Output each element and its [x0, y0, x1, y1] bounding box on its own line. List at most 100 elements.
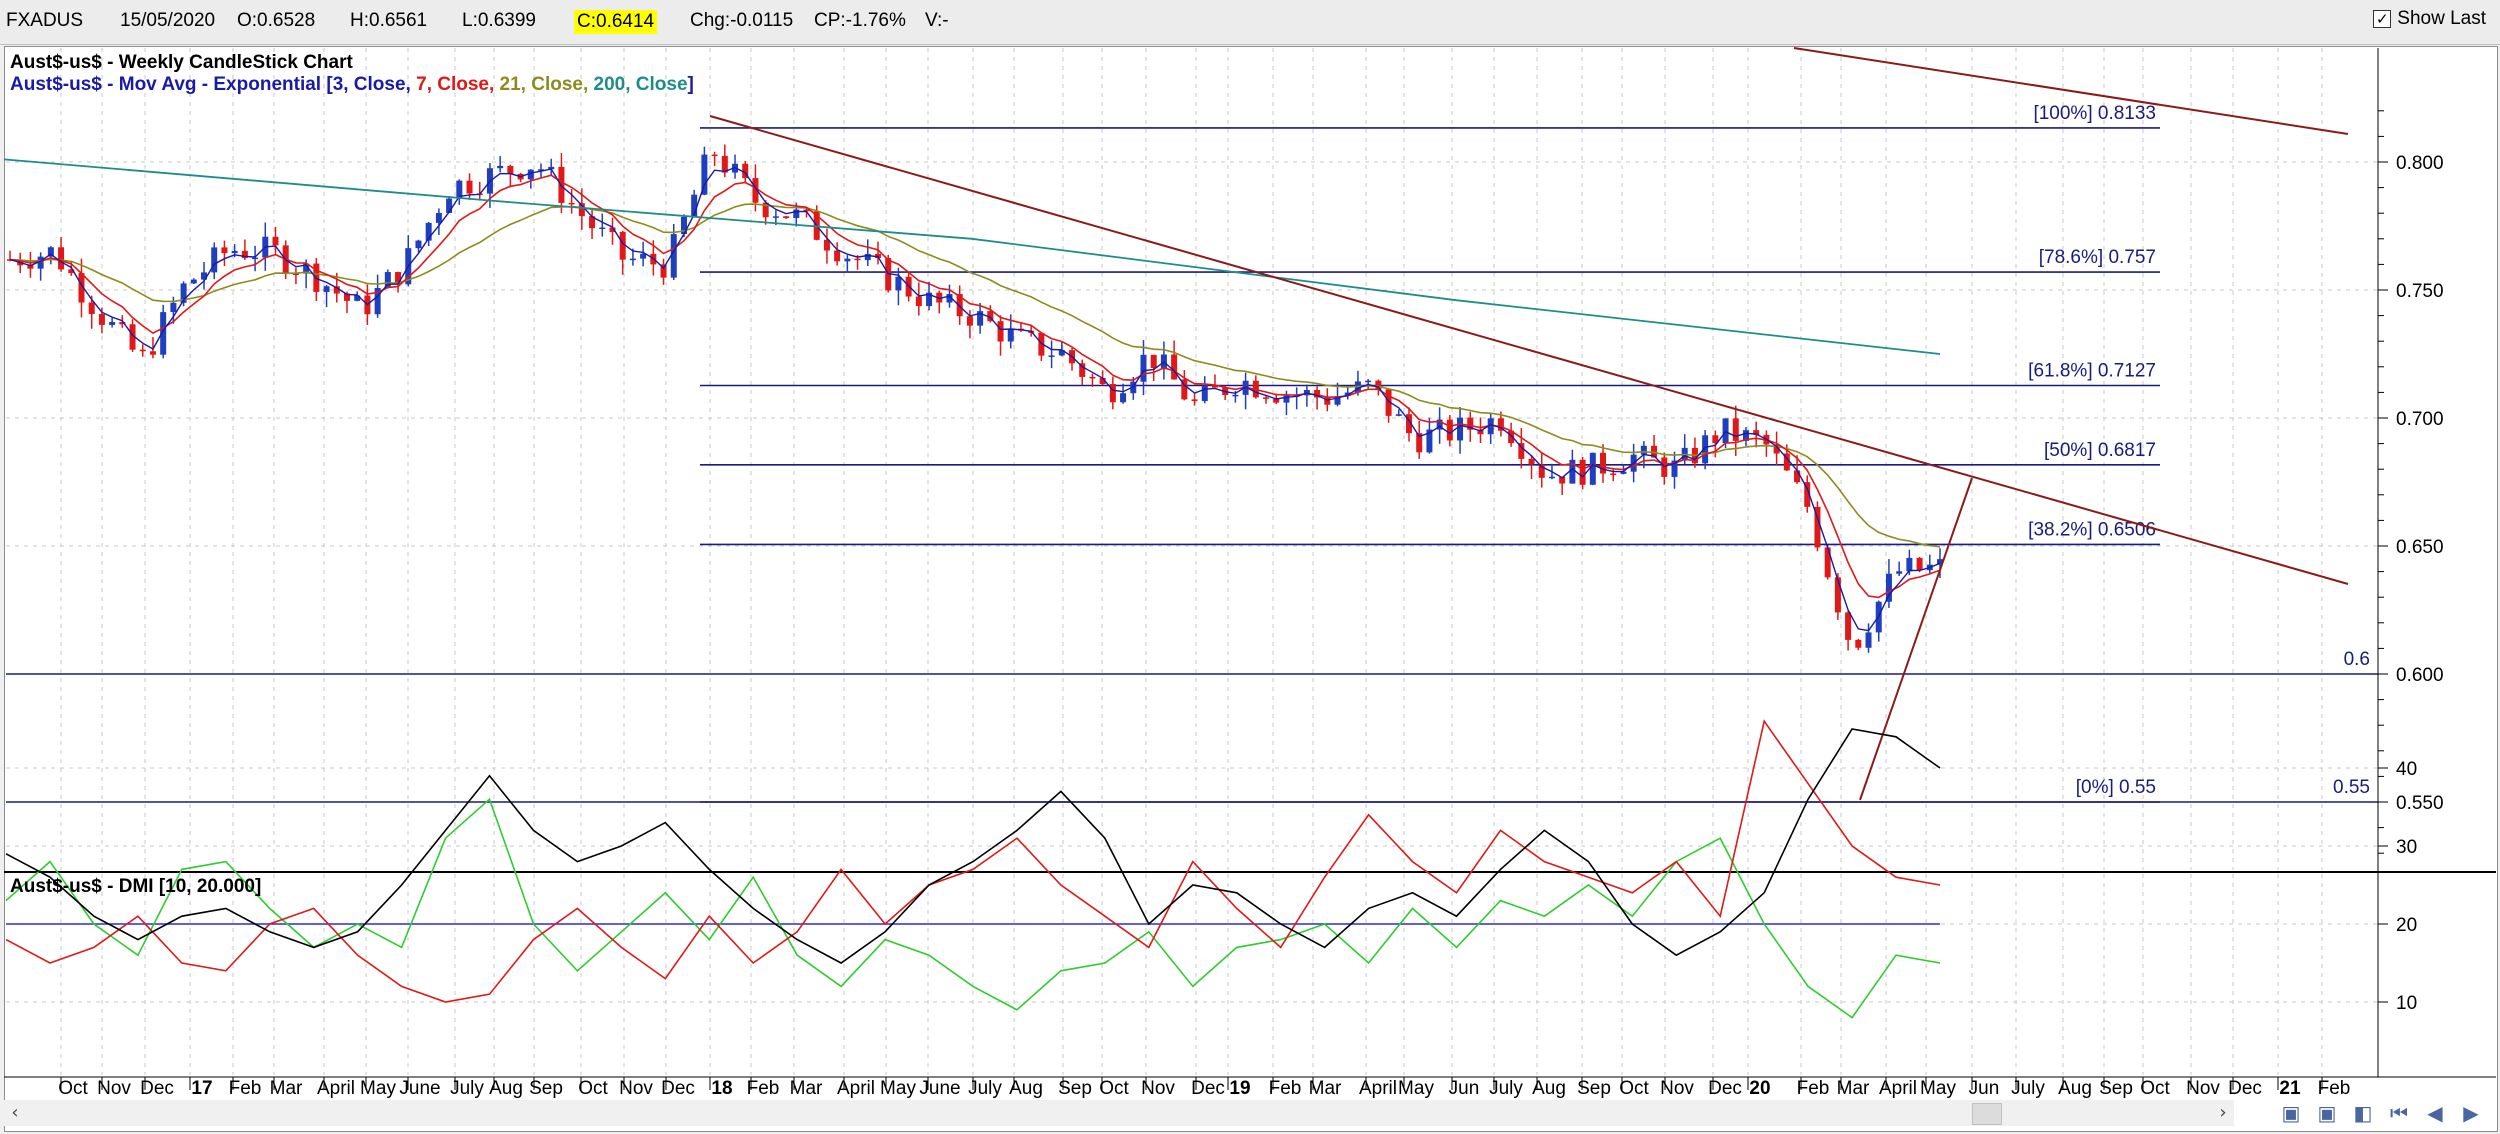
candle-body — [354, 295, 361, 301]
x-axis-tick-label: Nov — [97, 1078, 131, 1099]
candle-body — [538, 169, 545, 171]
trendline — [1793, 47, 2349, 135]
dmi-series-di-line — [5, 797, 1941, 1019]
ma-legend-ema3: 3, Close, — [332, 74, 411, 95]
candle-body — [1263, 397, 1270, 399]
show-last-toggle[interactable]: ✓ Show Last — [2373, 8, 2486, 30]
fib-level-label: [50%] 0.6817 — [2044, 440, 2156, 461]
dmi-y-axis-tick-label: 10 — [2396, 993, 2417, 1014]
candle-body — [1916, 557, 1923, 571]
candle-body — [1538, 464, 1545, 478]
previous-bar-icon[interactable]: ◀ — [2427, 1101, 2443, 1125]
x-axis-tick-label: July — [2011, 1078, 2045, 1099]
candle-body — [149, 351, 156, 355]
candle-body — [1824, 547, 1831, 578]
candle-body — [374, 288, 381, 315]
candle-body — [1896, 571, 1903, 574]
x-axis-tick-label: Oct — [58, 1078, 88, 1099]
change-pct-label: CP:-1.76% — [814, 10, 906, 31]
zoom-out-icon[interactable]: ▣ — [2281, 1101, 2301, 1125]
scroll-left-icon[interactable]: ‹ — [11, 1102, 19, 1123]
candle-body — [1794, 470, 1801, 483]
candle-body — [599, 227, 606, 230]
candle-body — [1109, 384, 1116, 403]
dmi-y-axis-tick-label: 20 — [2396, 915, 2417, 936]
price-chart-title: Aust$-us$ - Weekly CandleStick Chart — [10, 52, 353, 73]
x-axis-tick-label: May — [1398, 1078, 1434, 1099]
candle-body — [1773, 444, 1780, 454]
candle-body — [58, 247, 65, 270]
candle-body — [1518, 443, 1525, 459]
candle-body — [119, 321, 126, 325]
candle-body — [343, 293, 350, 301]
candle-body — [1702, 435, 1709, 464]
candle-body — [619, 232, 626, 260]
candle-body — [1783, 453, 1790, 471]
candle-body — [783, 216, 790, 219]
candle-body — [1885, 573, 1892, 602]
candle-body — [507, 165, 514, 174]
x-axis-tick-label: May — [880, 1078, 916, 1099]
candle-body — [1375, 380, 1382, 390]
horizontal-level-label: 0.6 — [2344, 649, 2370, 670]
candle-body — [109, 321, 116, 325]
y-axis-tick-label: 0.650 — [2396, 537, 2444, 558]
x-axis-tick-label: Feb — [229, 1078, 262, 1099]
fib-level-label: [38.2%] 0.6506 — [2028, 519, 2156, 540]
x-axis-tick-label: Feb — [2318, 1078, 2351, 1099]
candle-body — [854, 258, 861, 261]
x-axis-tick-label: April — [837, 1078, 875, 1099]
ema200-line — [3, 158, 1941, 355]
candle-body — [609, 227, 616, 233]
candle-body — [1079, 363, 1086, 377]
time-scrollbar[interactable]: ‹ › — [4, 1100, 2234, 1126]
candle-body — [1600, 452, 1607, 474]
y-axis-tick-label: 0.600 — [2396, 665, 2444, 686]
next-bar-icon[interactable]: ▶ — [2463, 1101, 2479, 1125]
x-axis-tick-label: May — [1920, 1078, 1956, 1099]
x-axis-tick-label: Oct — [578, 1078, 608, 1099]
scroll-thumb[interactable] — [1972, 1103, 2002, 1125]
candle-body — [231, 250, 238, 254]
fib-level-label: [61.8%] 0.7127 — [2028, 360, 2156, 381]
candle-body — [129, 324, 136, 350]
date-label: 15/05/2020 — [120, 10, 216, 31]
candle-body — [170, 302, 177, 313]
ma-legend-ema7: 7, Close, — [410, 74, 495, 95]
candle-body — [98, 314, 105, 325]
candle-body — [272, 236, 279, 246]
x-axis-tick-label: Dec — [1708, 1078, 1742, 1099]
zoom-in-icon[interactable]: ▣ — [2317, 1101, 2337, 1125]
page-back-icon[interactable]: ◧ — [2353, 1101, 2373, 1125]
fib-level-label: [0%] 0.55 — [2076, 777, 2156, 798]
x-axis-tick-label: 20 — [1749, 1078, 1770, 1099]
candle-body — [395, 272, 402, 285]
candle-body — [966, 316, 973, 326]
candle-body — [936, 292, 943, 303]
show-last-checkbox[interactable]: ✓ — [2373, 10, 2392, 28]
candle-body — [691, 194, 698, 217]
candle-body — [1722, 418, 1729, 444]
candle-body — [466, 180, 473, 194]
candle-body — [670, 234, 677, 278]
candle-body — [1191, 399, 1198, 402]
x-axis-tick-label: May — [360, 1078, 396, 1099]
x-axis-tick-label: Mar — [270, 1078, 303, 1099]
x-axis-tick-label: Oct — [1099, 1078, 1129, 1099]
candle-body — [701, 154, 708, 195]
ma-legend-ema200: 200, Close — [588, 74, 688, 95]
first-bar-icon[interactable]: ⏮ — [2390, 1101, 2408, 1125]
x-axis-tick-label: Nov — [2186, 1078, 2220, 1099]
x-axis-tick-label: Dec — [2228, 1078, 2262, 1099]
candle-body — [1589, 452, 1596, 485]
candle-body — [1365, 380, 1372, 383]
scroll-right-icon[interactable]: › — [2219, 1102, 2227, 1123]
candle-body — [292, 273, 299, 276]
candle-body — [1640, 445, 1647, 455]
y-axis-tick-label: 0.800 — [2396, 153, 2444, 174]
candle-body — [548, 166, 555, 170]
candle-body — [1007, 328, 1014, 342]
x-axis-tick-label: Dec — [140, 1078, 174, 1099]
candle-body — [864, 253, 871, 261]
